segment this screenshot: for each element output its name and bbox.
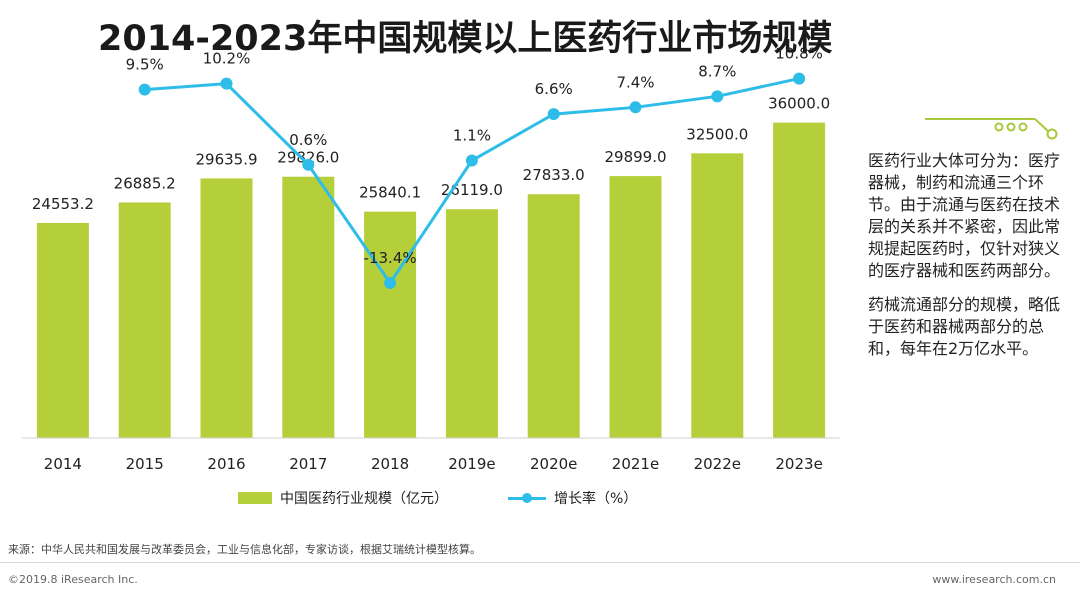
legend-bar-swatch [238, 492, 272, 504]
bar-2023e [773, 122, 826, 438]
bar-2015 [118, 202, 171, 438]
bar-2018 [364, 211, 417, 438]
x-tick-2020e: 2020e [530, 455, 577, 473]
bar-value-label-2022e: 32500.0 [686, 125, 748, 143]
growth-point-2021e [629, 101, 642, 114]
page-title: 2014-2023年中国规模以上医药行业市场规模 [98, 19, 833, 59]
growth-label-2019e: 1.1% [453, 127, 491, 145]
legend-bar-label: 中国医药行业规模（亿元） [280, 491, 448, 507]
side-paragraph-2: 药械流通部分的规模，略低于医药和器械两部分的总和，每年在2万亿水平。 [868, 295, 1061, 358]
copyright: ©2019.8 iResearch Inc. [8, 573, 138, 586]
decoration-dots-icon [925, 118, 1058, 140]
bar-2021e [609, 176, 662, 438]
bar-value-label-2016: 29635.9 [195, 150, 257, 168]
growth-label-2016: 10.2% [203, 50, 251, 68]
bar-value-label-2017: 29826.0 [277, 149, 339, 167]
combo-chart: 24553.2 26885.2 29635.9 29826.0 25840.1 26119… [22, 45, 840, 473]
bar-2017 [282, 176, 335, 438]
x-tick-2023e: 2023e [775, 455, 822, 473]
growth-label-2023e: 10.8% [775, 45, 823, 63]
growth-point-2022e [711, 90, 724, 103]
legend-line-swatch [508, 492, 546, 504]
x-tick-2016: 2016 [207, 455, 245, 473]
growth-point-2015 [138, 83, 151, 96]
bar-value-label-2021e: 29899.0 [604, 148, 666, 166]
x-tick-2019e: 2019e [448, 455, 495, 473]
growth-label-2017: 0.6% [289, 131, 327, 149]
bar-value-label-2023e: 36000.0 [768, 95, 830, 113]
growth-point-2018 [384, 277, 397, 290]
chart-legend: 中国医药行业规模（亿元） 增长率（%） [238, 488, 697, 508]
growth-label-2021e: 7.4% [616, 73, 654, 91]
bar-2016 [200, 178, 253, 438]
bar-value-label-2018: 25840.1 [359, 184, 421, 202]
bar-value-label-2020e: 27833.0 [523, 166, 585, 184]
x-tick-2021e: 2021e [612, 455, 659, 473]
x-tick-2022e: 2022e [694, 455, 741, 473]
bar-2020e [527, 194, 580, 438]
x-tick-2017: 2017 [289, 455, 327, 473]
website-link[interactable]: www.iresearch.com.cn [932, 573, 1056, 586]
x-tick-2018: 2018 [371, 455, 409, 473]
growth-label-2018: -13.4% [364, 249, 417, 267]
x-tick-2015: 2015 [126, 455, 164, 473]
bar-2022e [691, 153, 744, 439]
side-commentary: 医药行业大体可分为：医疗器械，制药和流通三个环节。由于流通与医药在技术层的关系并… [868, 150, 1068, 372]
x-tick-2014: 2014 [44, 455, 82, 473]
bar-2019e [445, 209, 498, 438]
bar-value-label-2019e: 26119.0 [441, 181, 503, 199]
growth-point-2020e [547, 108, 560, 121]
growth-label-2022e: 8.7% [698, 62, 736, 80]
growth-point-2016 [220, 77, 233, 90]
growth-label-2015: 9.5% [126, 56, 164, 74]
bar-value-label-2015: 26885.2 [114, 174, 176, 192]
bar-2014 [36, 222, 89, 438]
growth-label-2020e: 6.6% [535, 80, 573, 98]
legend-item-bar: 中国医药行业规模（亿元） [238, 488, 448, 508]
growth-point-2017 [302, 158, 315, 171]
legend-line-label: 增长率（%） [554, 491, 638, 507]
side-paragraph-1: 医药行业大体可分为：医疗器械，制药和流通三个环节。由于流通与医药在技术层的关系并… [868, 151, 1061, 280]
legend-item-line: 增长率（%） [508, 488, 637, 508]
growth-point-2023e [793, 72, 806, 85]
bar-value-label-2014: 24553.2 [32, 195, 94, 213]
footer-divider [0, 562, 1080, 563]
growth-point-2019e [465, 154, 478, 167]
source-note: 来源：中华人民共和国发展与改革委员会，工业与信息化部，专家访谈，根据艾瑞统计模型… [8, 543, 481, 556]
